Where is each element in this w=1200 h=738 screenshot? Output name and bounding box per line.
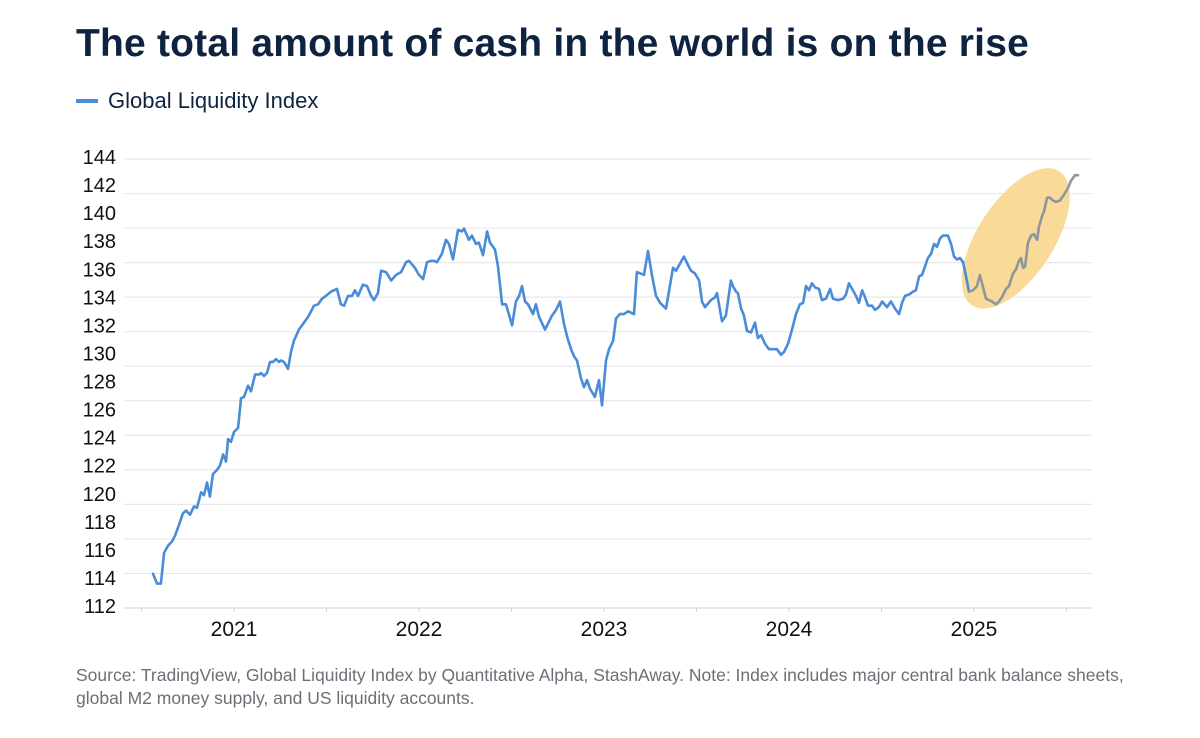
x-tick-label: 2023 [581,618,628,641]
source-note: Source: TradingView, Global Liquidity In… [76,665,1124,708]
highlight-ellipse [961,168,1070,309]
y-tick-label: 144 [83,147,116,169]
y-tick-label: 136 [83,259,116,281]
y-tick-label: 134 [83,287,116,309]
y-tick-label: 130 [83,343,116,365]
gridlines [124,158,1092,609]
y-tick-label: 142 [83,175,116,197]
chart-title: The total amount of cash in the world is… [76,22,1029,65]
x-tick-label: 2021 [211,618,258,641]
x-axis: 2021 2022 2023 2024 2025 [141,608,1067,641]
y-tick-label: 112 [84,596,116,618]
y-tick-label: 120 [83,484,116,506]
x-tick-label: 2024 [766,618,813,641]
y-tick-label: 118 [84,512,116,534]
y-axis: 144 142 140 138 136 134 132 130 128 126 124 122 120 1… [83,147,116,618]
series-line [151,227,971,585]
legend-label: Global Liquidity Index [108,88,319,113]
y-tick-label: 122 [83,456,116,478]
series-layer [151,173,1080,585]
legend: Global Liquidity Index [76,88,318,114]
highlight-layer [961,168,1070,309]
y-tick-label: 126 [83,400,116,422]
y-tick-label: 128 [83,372,116,394]
series-line-highlighted [967,173,1080,306]
y-tick-label: 132 [83,315,116,337]
legend-swatch-icon [76,99,98,103]
y-tick-label: 116 [84,540,116,562]
x-tick-label: 2022 [396,618,443,641]
y-tick-label: 124 [83,428,116,450]
y-tick-label: 140 [83,203,116,225]
y-tick-label: 138 [83,231,116,253]
y-tick-label: 114 [84,568,116,590]
x-tick-label: 2025 [951,618,998,641]
